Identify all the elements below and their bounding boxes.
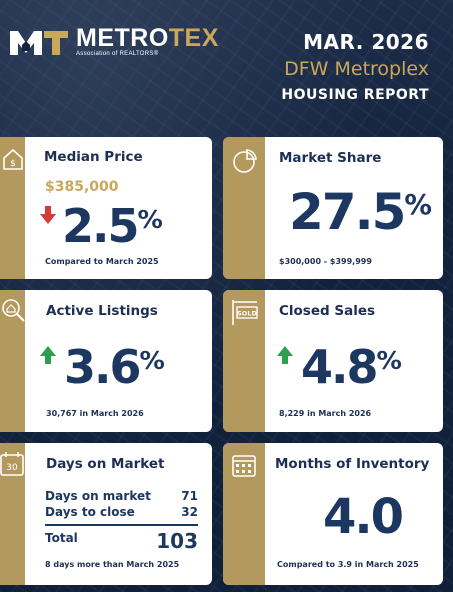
report-date: MAR. 2026 [303,30,429,54]
closed-sales-note: 8,229 in March 2026 [279,409,372,418]
logo-name: METROTEX [76,24,219,52]
median-price-change: 2.5% [62,199,163,253]
report-region: DFW Metroplex [284,58,429,80]
months-of-inventory-value: 4.0 [323,489,404,545]
card-days-on-market: 30 Days on Market Days on market 71 Days … [0,443,212,585]
market-share-title: Market Share [279,150,382,166]
dom-divider [45,524,198,526]
active-listings-note: 30,767 in March 2026 [46,409,144,418]
calendar-30-icon: 30 [0,452,24,476]
arrow-down-icon [40,206,56,224]
logo-subtitle: Association of REALTORS® [76,51,159,57]
median-price-value: $385,000 [45,179,119,195]
magnifier-house-icon [2,299,25,322]
card-months-of-inventory: Months of Inventory 4.0 Compared to 3.9 … [223,443,443,585]
months-of-inventory-title: Months of Inventory [275,456,430,472]
report-title: HOUSING REPORT [281,87,429,103]
dom-row-close: Days to close 32 [45,505,198,519]
months-of-inventory-note: Compared to 3.9 in March 2025 [277,560,419,569]
days-on-market-note: 8 days more than March 2025 [45,560,180,569]
dom-row-market: Days on market 71 [45,489,198,503]
card-market-share: Market Share 27.5% $300,000 - $399,999 [223,137,443,279]
svg-text:30: 30 [6,463,18,473]
arrow-up-icon [277,346,293,364]
svg-text:$: $ [10,159,16,169]
card-closed-sales: SOLD Closed Sales 4.8% 8,229 in March 20… [223,290,443,432]
sold-sign-icon: SOLD [232,300,258,325]
market-share-value: 27.5% [289,183,432,241]
pie-chart-icon [233,149,257,173]
svg-text:SOLD: SOLD [237,310,257,318]
arrow-up-icon [40,346,56,364]
closed-sales-change: 4.8% [301,340,402,394]
metrotex-logo: METROTEX Association of REALTORS® [8,26,219,57]
days-on-market-title: Days on Market [46,456,165,472]
dom-row-total: Total 103 [45,529,198,553]
logo-mark-icon [10,30,68,55]
closed-sales-title: Closed Sales [279,303,376,319]
active-listings-title: Active Listings [46,303,158,319]
calendar-grid-icon [232,455,256,477]
house-dollar-icon: $ [3,148,23,170]
median-price-title: Median Price [44,149,143,165]
market-share-note: $300,000 - $399,999 [279,257,372,266]
card-median-price: $ Median Price $385,000 2.5% Compared to… [0,137,212,279]
report-header: MAR. 2026 DFW Metroplex HOUSING REPORT [281,30,429,103]
median-price-note: Compared to March 2025 [45,257,159,266]
active-listings-change: 3.6% [64,340,165,394]
card-active-listings: Active Listings 3.6% 30,767 in March 202… [0,290,212,432]
